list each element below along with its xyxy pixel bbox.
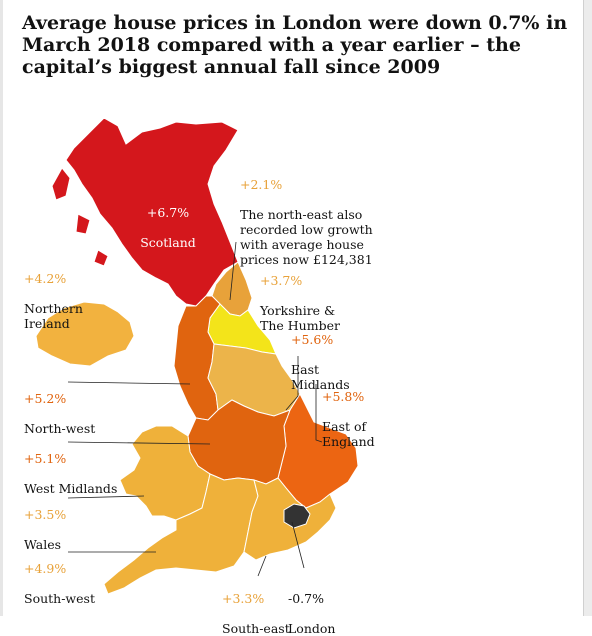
label-northern-ireland: +4.2% Northern Ireland [24,256,104,331]
label-north-west: +5.2% North-west [24,376,124,436]
name-scotland: Scotland [140,235,196,250]
label-scotland: +6.7% Scotland [128,190,208,250]
label-south-west: +4.9% South-west [24,546,114,606]
name-west-midlands: West Midlands [24,481,118,496]
leader-line-north-east [229,241,237,301]
value-east-of-england: +5.8% [322,389,365,404]
label-london: -0.7% London [288,576,358,636]
value-northern-ireland: +4.2% [24,271,67,286]
value-south-west: +4.9% [24,561,67,576]
name-wales: Wales [24,537,62,552]
name-london: London [288,621,336,636]
value-scotland: +6.7% [146,205,190,220]
leader-lines [67,241,323,577]
value-west-midlands: +5.1% [24,451,67,466]
label-yorkshire: +3.7% Yorkshire & The Humber [260,258,360,333]
leader-line-north-west [67,381,191,385]
label-north-east: +2.1% The north-east also recorded low g… [240,162,380,267]
leader-line-east-of-england [315,384,323,443]
window-frame-right [583,0,592,616]
label-east-midlands: +5.6% East Midlands [291,317,363,392]
value-east-midlands: +5.6% [291,332,334,347]
uk-regions-map [35,117,359,595]
region-northern-ireland[interactable] [35,301,135,367]
leader-line-west-midlands [67,441,211,445]
leader-line-east-midlands [285,356,299,411]
leader-line-london [291,521,305,569]
value-london: -0.7% [288,591,324,606]
name-east-of-england: East of England [322,419,375,449]
region-east-midlands[interactable] [207,343,301,417]
name-east-midlands: East Midlands [291,362,350,392]
leader-line-wales [67,495,145,499]
name-north-west: North-west [24,421,96,436]
name-yorkshire: Yorkshire & The Humber [260,303,340,333]
region-south-west[interactable] [103,473,259,595]
window-frame-left [0,0,3,616]
value-south-east: +3.3% [222,591,265,606]
label-west-midlands: +5.1% West Midlands [24,436,144,496]
value-north-west: +5.2% [24,391,67,406]
label-east-of-england: +5.8% East of England [322,374,382,449]
label-wales: +3.5% Wales [24,492,84,552]
region-london[interactable] [283,503,311,529]
name-south-west: South-west [24,591,95,606]
value-north-east: +2.1% [240,177,283,192]
name-north-east: The north-east also recorded low growth … [240,207,373,267]
region-scotland-islands [51,167,109,267]
name-northern-ireland: Northern Ireland [24,301,83,331]
value-wales: +3.5% [24,507,67,522]
value-yorkshire: +3.7% [260,273,303,288]
leader-line-south-east [257,555,267,577]
headline: Average house prices in London were down… [22,12,568,78]
name-south-east: South-east [222,621,290,636]
